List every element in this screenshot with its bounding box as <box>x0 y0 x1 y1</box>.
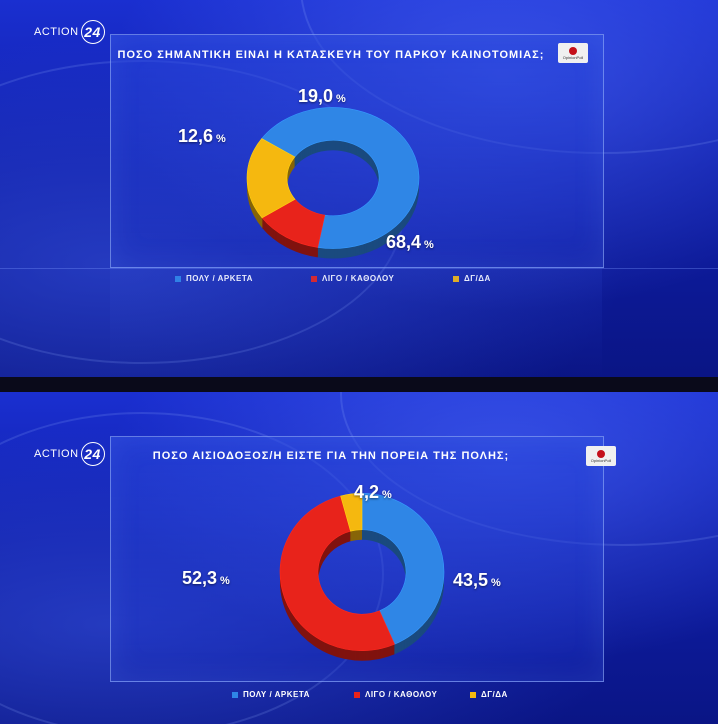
slice-label-1: 68,4% <box>386 232 434 253</box>
channel-logo-text: ACTION <box>34 448 79 460</box>
donut-chart <box>246 107 420 259</box>
slice-value: 43,5 <box>453 570 489 590</box>
slice-3 <box>246 138 296 219</box>
chart-title: ΠΟΣΟ ΑΙΣΙΟΔΟΞΟΣ/Η ΕΙΣΤΕ ΓΙΑ ΤΗΝ ΠΟΡΕΙΑ Τ… <box>152 450 510 462</box>
slice-value: 68,4 <box>386 232 422 252</box>
legend-swatch <box>311 275 317 282</box>
slice-1 <box>261 107 420 249</box>
pollster-logo-icon <box>597 450 605 458</box>
legend-swatch <box>453 275 459 282</box>
slice-label-1: 43,5% <box>453 570 501 591</box>
slice-unit: % <box>216 133 226 145</box>
slice-unit: % <box>424 239 434 251</box>
poll-panel-bottom: ACTION 24 ΠΟΣΟ ΑΙΣΙΟΔΟΞΟΣ/Η ΕΙΣΤΕ ΓΙΑ ΤΗ… <box>0 392 718 724</box>
pollster-logo-icon <box>569 47 577 55</box>
pollster-logo-text: OpinionPoll <box>590 458 612 463</box>
channel-logo-number: 24 <box>80 20 105 44</box>
legend-swatch <box>470 691 476 698</box>
legend-item: ΛΙΓΟ / ΚΑΘΟΛΟΥ <box>311 274 394 283</box>
legend-item: ΠΟΛΥ / ΑΡΚΕΤΑ <box>175 274 253 283</box>
floor-line <box>0 268 718 269</box>
slice-unit: % <box>491 577 501 589</box>
slice-value: 12,6 <box>178 126 214 146</box>
legend-swatch <box>232 691 238 698</box>
slice-value: 4,2 <box>354 482 380 502</box>
pollster-logo: OpinionPoll <box>586 446 616 466</box>
legend-item: ΔΓ/ΔΑ <box>453 274 491 283</box>
slice-label-3: 19,0% <box>298 86 346 107</box>
slice-unit: % <box>220 575 230 587</box>
chart-title: ΠΟΣΟ ΣΗΜΑΝΤΙΚΗ ΕΙΝΑΙ Η ΚΑΤΑΣΚΕΥΗ ΤΟΥ ΠΑΡ… <box>117 49 545 61</box>
legend-swatch <box>354 691 360 698</box>
channel-logo-text: ACTION <box>34 26 79 38</box>
slice-value: 52,3 <box>182 568 218 588</box>
channel-logo: ACTION 24 <box>34 20 105 44</box>
slice-3 <box>340 492 363 532</box>
slice-2 <box>279 495 395 651</box>
legend-label: ΛΙΓΟ / ΚΑΘΟΛΟΥ <box>365 690 438 699</box>
chart-legend: ΠΟΛΥ / ΑΡΚΕΤΑ ΛΙΓΟ / ΚΑΘΟΛΟΥ ΔΓ/ΔΑ <box>0 274 718 286</box>
channel-logo-number: 24 <box>80 442 105 466</box>
slice-1 <box>361 492 445 645</box>
slice-value: 19,0 <box>298 86 334 106</box>
legend-swatch <box>175 275 181 282</box>
poll-panel-top: ACTION 24 ΠΟΣΟ ΣΗΜΑΝΤΙΚΗ ΕΙΝΑΙ Η ΚΑΤΑΣΚΕ… <box>0 0 718 377</box>
chart-legend: ΠΟΛΥ / ΑΡΚΕΤΑ ΛΙΓΟ / ΚΑΘΟΛΟΥ ΔΓ/ΔΑ <box>0 690 718 702</box>
slice-unit: % <box>336 93 346 105</box>
pollster-logo: OpinionPoll <box>558 43 588 63</box>
pollster-logo-text: OpinionPoll <box>562 55 584 60</box>
legend-label: ΔΓ/ΔΑ <box>464 274 491 283</box>
legend-label: ΛΙΓΟ / ΚΑΘΟΛΟΥ <box>322 274 395 283</box>
legend-item: ΛΙΓΟ / ΚΑΘΟΛΟΥ <box>354 690 437 699</box>
slice-label-2: 52,3% <box>182 568 230 589</box>
slice-label-3: 4,2% <box>354 482 392 503</box>
slice-label-2: 12,6% <box>178 126 226 147</box>
legend-item: ΠΟΛΥ / ΑΡΚΕΤΑ <box>232 690 310 699</box>
slice-unit: % <box>382 489 392 501</box>
legend-label: ΠΟΛΥ / ΑΡΚΕΤΑ <box>243 690 310 699</box>
legend-item: ΔΓ/ΔΑ <box>470 690 508 699</box>
legend-label: ΠΟΛΥ / ΑΡΚΕΤΑ <box>186 274 253 283</box>
donut-chart <box>279 492 445 661</box>
legend-label: ΔΓ/ΔΑ <box>481 690 508 699</box>
channel-logo: ACTION 24 <box>34 442 105 466</box>
